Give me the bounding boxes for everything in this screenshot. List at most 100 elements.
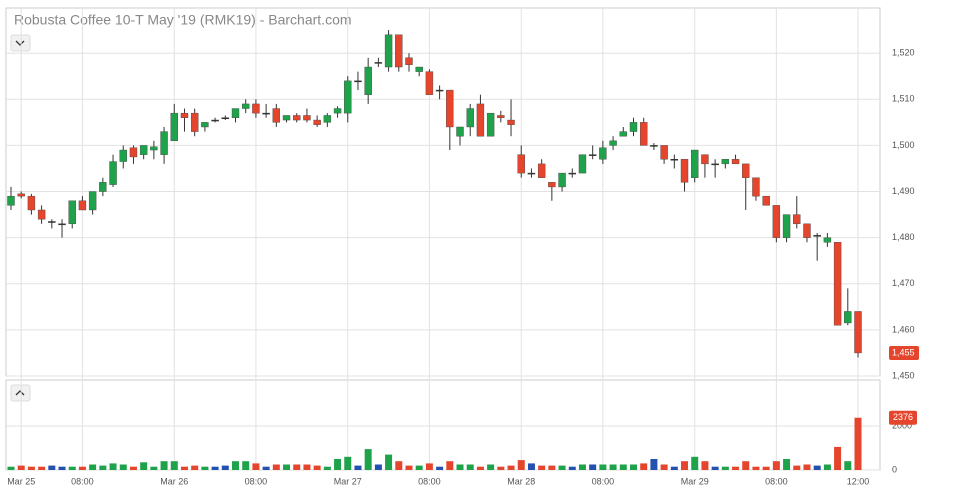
candle-body: [323, 115, 332, 123]
candle-body: [252, 103, 260, 114]
volume-bar: [303, 464, 311, 470]
candle-body: [415, 66, 423, 72]
candle-body: [109, 161, 117, 185]
volume-bar: [681, 461, 689, 470]
volume-bar: [507, 465, 515, 470]
volume-bar: [640, 463, 648, 470]
volume-bar: [211, 466, 219, 470]
candle-body: [599, 147, 607, 160]
x-tick-label: 08:00: [592, 476, 615, 486]
candle-body: [119, 149, 127, 162]
volume-bar: [752, 466, 760, 470]
y-tick-label: 1,490: [892, 186, 915, 196]
volume-bar: [272, 464, 280, 470]
volume-bar: [7, 466, 15, 470]
volume-bar: [711, 466, 719, 470]
candle-body: [425, 71, 434, 95]
candle-body: [282, 115, 291, 121]
volume-bar: [385, 454, 393, 470]
candle-body: [548, 182, 556, 188]
volume-bar: [17, 465, 25, 470]
candle-body: [129, 147, 138, 158]
candle-body: [517, 154, 525, 174]
candle-body: [7, 195, 15, 206]
candle-body: [354, 80, 362, 83]
candle-body: [558, 172, 566, 188]
volume-bar: [456, 464, 464, 470]
x-tick-label: Mar 27: [334, 476, 362, 486]
collapse-button[interactable]: [10, 34, 31, 52]
candle-body: [170, 112, 178, 142]
candle-body: [691, 149, 699, 178]
candle-body: [762, 195, 770, 206]
candle-body: [456, 126, 464, 137]
candle-body: [446, 89, 454, 128]
volume-bar: [354, 465, 362, 470]
candle-body: [17, 193, 25, 197]
candle-body: [588, 154, 597, 156]
volume-bar: [68, 466, 76, 470]
y-tick-label: 2000: [892, 420, 912, 430]
candle-body: [58, 223, 66, 226]
candle-body: [486, 112, 495, 137]
candle-body: [537, 163, 546, 178]
volume-bar: [109, 463, 117, 470]
x-tick-label: 12:00: [847, 476, 870, 486]
collapse-button[interactable]: [10, 384, 31, 402]
candle-body: [742, 163, 750, 178]
candle-body: [99, 182, 107, 192]
candle-body: [803, 223, 811, 238]
candle-body: [231, 108, 240, 118]
candle-body: [48, 221, 56, 223]
volume-bar: [48, 465, 56, 470]
volume-bar: [221, 465, 229, 470]
candle-body: [88, 191, 97, 211]
candle-body: [711, 163, 719, 166]
candle-body: [833, 242, 842, 326]
candle-body: [466, 108, 474, 128]
y-tick-label: 1,450: [892, 370, 915, 380]
volume-bar: [762, 466, 770, 470]
candle-body: [303, 115, 311, 121]
volume-bar: [78, 466, 86, 470]
candle-body: [650, 145, 658, 147]
volume-bar: [670, 466, 678, 470]
candle-body: [527, 172, 536, 175]
candle-body: [211, 119, 219, 122]
x-tick-label: Mar 28: [507, 476, 535, 486]
volume-bar: [323, 466, 331, 470]
x-tick-label: 08:00: [418, 476, 441, 486]
candle-body: [782, 214, 791, 238]
candle-body: [344, 80, 352, 114]
volume-bar: [527, 463, 535, 470]
candle-body: [221, 117, 230, 120]
volume-bar: [89, 464, 97, 470]
volume-bar: [99, 465, 107, 470]
candle-body: [813, 235, 821, 237]
candle-body: [242, 103, 250, 109]
volume-bar: [395, 461, 403, 470]
volume-bar: [344, 456, 352, 470]
volume-bar: [27, 466, 35, 470]
candle-body: [731, 159, 740, 165]
candle-body: [721, 159, 730, 165]
volume-bar: [334, 458, 342, 470]
candle-body: [823, 237, 832, 243]
volume-bar: [160, 461, 168, 470]
volume-bar: [578, 464, 586, 470]
grid: [6, 8, 880, 471]
x-tick-label: Mar 26: [160, 476, 188, 486]
candle-body: [680, 159, 689, 183]
candle-body: [568, 172, 577, 175]
candle-body: [333, 108, 342, 114]
candle-body: [150, 146, 158, 151]
volume-bar: [232, 461, 240, 470]
volume-bar: [170, 461, 178, 470]
candle-body: [78, 200, 87, 211]
candle-body: [272, 108, 281, 123]
candle-body: [578, 154, 587, 174]
volume-bar: [691, 456, 699, 470]
candle-body: [27, 195, 36, 211]
candle-body: [68, 200, 76, 225]
